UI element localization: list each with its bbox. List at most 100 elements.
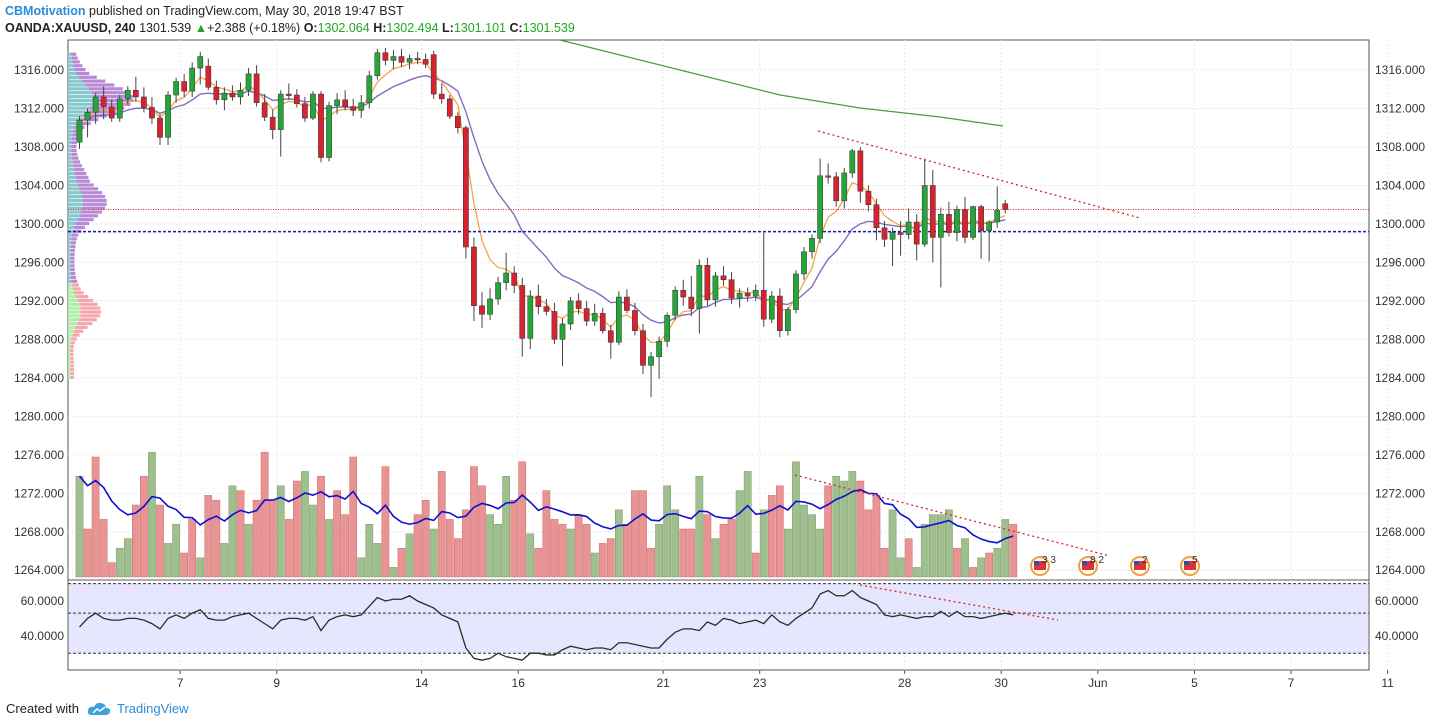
volume-bar — [470, 466, 478, 578]
y-tick-label-right: 1292.000 — [1375, 294, 1425, 308]
open-label: O: — [303, 21, 318, 35]
volume-bar — [896, 557, 905, 578]
candle-body — [583, 308, 590, 322]
candle — [962, 196, 968, 244]
candle-body — [801, 251, 807, 275]
x-tick-label: 28 — [898, 676, 912, 690]
candle — [318, 91, 324, 163]
volume-bar — [969, 567, 977, 578]
candle — [334, 93, 340, 115]
candle-body — [398, 56, 405, 63]
volume-bar — [582, 523, 591, 578]
y-tick-label-right: 1288.000 — [1375, 332, 1425, 346]
volume-bar — [647, 547, 655, 578]
volume-bar — [494, 523, 502, 578]
candle-body — [929, 185, 936, 238]
candle — [438, 83, 445, 104]
candle — [575, 293, 582, 315]
y-tick-label-left: 1268.000 — [14, 525, 64, 539]
volume-bar — [123, 538, 132, 578]
candle-body — [237, 89, 244, 98]
price-trendline — [817, 130, 1141, 219]
tradingview-cloud-icon[interactable] — [87, 702, 111, 716]
candle-body — [390, 56, 397, 61]
event-marker-label: 2 — [1142, 555, 1148, 566]
candle-body — [422, 59, 429, 65]
candle — [398, 48, 405, 68]
volume-bar — [904, 538, 913, 578]
price-change: +2.388 (+0.18%) — [207, 21, 301, 35]
rsi-line — [79, 589, 1014, 661]
candle — [133, 76, 139, 102]
volume-bar — [510, 499, 519, 578]
volume-bar — [824, 485, 832, 578]
volume-bar — [751, 552, 760, 578]
candle — [768, 291, 775, 324]
us-flag-event-icon: 8 2 — [1078, 555, 1104, 576]
candle-body — [285, 93, 292, 96]
candle-body — [229, 92, 236, 98]
candle — [487, 288, 493, 321]
candle-body — [165, 94, 171, 138]
candle — [656, 336, 662, 379]
volume-bar — [478, 485, 486, 578]
low-value: 1301.101 — [453, 21, 506, 35]
candle — [551, 302, 558, 345]
volume-bar — [228, 485, 237, 578]
candle — [422, 53, 429, 69]
volume-bar — [140, 475, 148, 578]
candle — [229, 85, 236, 101]
y-tick-label-right: 1276.000 — [1375, 448, 1425, 462]
high-label: H: — [373, 21, 387, 35]
candle — [213, 80, 220, 105]
candle-body — [205, 65, 212, 88]
candle — [92, 93, 99, 124]
y-tick-label-left: 1308.000 — [14, 140, 64, 154]
volume-bar — [373, 543, 382, 578]
author-link[interactable]: CBMotivation — [5, 4, 86, 18]
candle-body — [108, 106, 115, 119]
volume-bar — [574, 514, 583, 578]
volume-bar — [993, 547, 1002, 578]
candle-body — [173, 81, 179, 96]
x-tick-label: 23 — [753, 676, 767, 690]
candle-body — [680, 290, 687, 298]
volume-bar — [920, 523, 929, 578]
volume-bar — [188, 519, 197, 578]
candle-body — [607, 330, 614, 343]
last-price: 1301.539 — [139, 21, 192, 35]
y-tick-label-left: 1280.000 — [14, 409, 64, 423]
candle — [583, 300, 590, 326]
candle — [744, 287, 751, 302]
candle-body — [970, 206, 976, 238]
volume-bar — [945, 509, 953, 578]
volume-bar — [148, 451, 156, 578]
candle-body — [777, 295, 783, 331]
footer: Created with TradingView — [6, 701, 189, 716]
candle — [446, 95, 453, 120]
candle — [1002, 199, 1009, 214]
candle — [873, 198, 880, 241]
symbol-label[interactable]: OANDA:XAUUSD, 240 — [5, 21, 136, 35]
candle-body — [535, 295, 542, 307]
volume-bar — [985, 552, 993, 578]
candle-body — [406, 58, 413, 63]
volume-bar — [236, 490, 245, 578]
volume-bar — [719, 523, 728, 578]
candle — [664, 312, 670, 348]
candle-body — [503, 272, 509, 283]
candle-body — [511, 272, 518, 286]
candle — [624, 289, 630, 314]
volume-bar — [413, 514, 422, 578]
candle — [994, 186, 1001, 228]
candle-body — [318, 93, 324, 158]
x-tick-label: 7 — [177, 676, 184, 690]
candle — [905, 208, 912, 240]
tradingview-link[interactable]: TradingView — [116, 701, 189, 716]
candle-body — [1002, 203, 1009, 210]
volume-bar — [711, 538, 720, 578]
candle-body — [116, 98, 123, 119]
candle — [616, 291, 622, 346]
candle-body — [455, 115, 461, 128]
